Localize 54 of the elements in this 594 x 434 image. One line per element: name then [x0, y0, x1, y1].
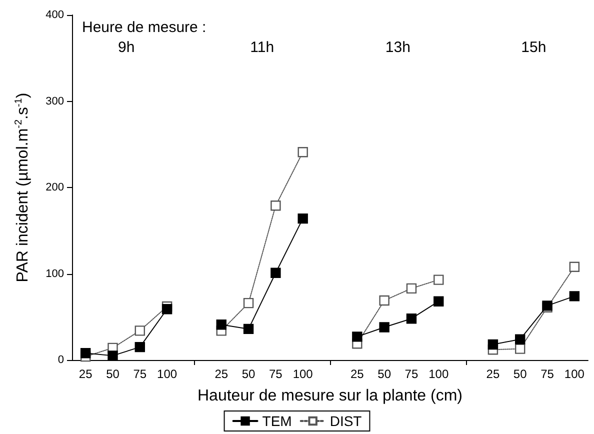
annotation: 11h [250, 39, 274, 56]
x-tick-label: 75 [404, 367, 418, 381]
y-tick-label: 400 [46, 9, 64, 21]
x-tick-label: 50 [378, 367, 392, 381]
y-tick-label: 300 [46, 95, 64, 108]
point [270, 268, 281, 278]
x-tick-label: 100 [428, 367, 449, 381]
point [406, 314, 417, 324]
point [379, 295, 390, 306]
point [108, 350, 118, 361]
point [216, 320, 226, 330]
point [243, 324, 254, 334]
point [515, 334, 526, 344]
point [379, 322, 390, 332]
x-tick-label: 100 [564, 367, 585, 381]
x-tick-label: 50 [242, 367, 256, 381]
annotation: 9h [118, 39, 135, 56]
point [434, 296, 444, 306]
y-tick-label: 100 [46, 268, 64, 280]
annotation: 13h [385, 39, 410, 56]
point [134, 342, 145, 352]
x-axis-title: Hauteur de mesure sur la plante (cm) [198, 388, 462, 404]
point [298, 213, 308, 224]
y-tick-label: 200 [46, 182, 64, 194]
annotation: Heure de mesure : [82, 19, 206, 36]
point [569, 291, 580, 302]
x-tick-label: 50 [106, 367, 120, 381]
point [80, 348, 91, 358]
point [569, 262, 580, 272]
legend-label: DIST [330, 413, 362, 429]
y-tick-label: 0 [58, 354, 64, 366]
point [352, 332, 362, 342]
x-tick-label: 25 [486, 367, 500, 381]
x-tick-label: 25 [78, 367, 93, 381]
point [298, 147, 308, 158]
annotation: 15h [521, 39, 546, 56]
x-tick-label: 50 [513, 367, 528, 381]
x-tick-label: 100 [292, 367, 314, 381]
y-axis-title: PAR incident (µmol.m-2.s-1) [14, 92, 32, 282]
x-tick-label: 75 [540, 367, 554, 381]
legend-label: TEM [262, 413, 292, 429]
point [243, 298, 254, 308]
point [406, 283, 417, 294]
x-tick-label: 25 [214, 367, 228, 381]
point [134, 326, 145, 336]
point [270, 200, 281, 211]
point [488, 339, 498, 350]
x-tick-label: 25 [350, 367, 364, 381]
x-tick-label: 100 [157, 367, 178, 381]
x-tick-label: 75 [133, 367, 147, 381]
point [515, 344, 526, 354]
x-tick-label: 75 [269, 367, 283, 381]
point [434, 274, 444, 285]
point [162, 304, 172, 314]
